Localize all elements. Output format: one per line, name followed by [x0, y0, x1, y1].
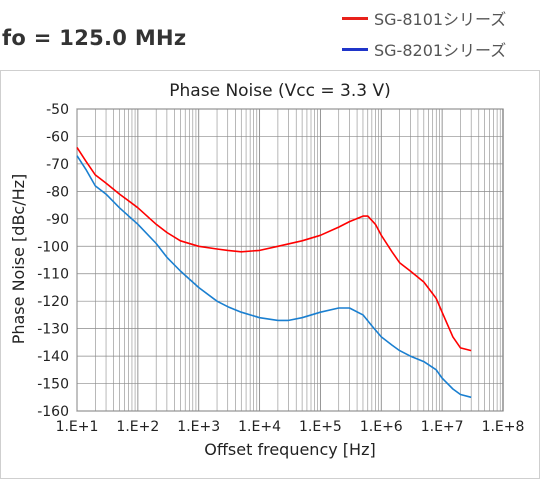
legend-item-sg8101: SG-8101シリーズ	[336, 6, 536, 29]
y-axis-label: Phase Noise [dBc/Hz]	[9, 174, 28, 345]
y-tick-label: -110	[37, 267, 69, 283]
y-tick-label: -130	[37, 322, 69, 338]
y-tick-label: -140	[37, 349, 69, 365]
x-tick-label: 1.E+4	[238, 419, 281, 435]
series-line-1	[76, 146, 472, 352]
y-tick-label: -120	[37, 294, 69, 310]
chart-frame: Phase Noise (Vcc = 3.3 V) Offset frequen…	[0, 70, 540, 479]
x-tick-label: 1.E+6	[360, 419, 403, 435]
legend-swatch-sg8101	[342, 17, 368, 20]
grid	[76, 108, 504, 412]
y-tick-label: -160	[37, 404, 69, 420]
y-tick-label: -60	[46, 129, 69, 145]
y-tick-label: -50	[46, 102, 69, 118]
x-axis-label: Offset frequency [Hz]	[204, 440, 375, 459]
y-tick-label: -100	[37, 239, 69, 255]
frequency-title: fo = 125.0 MHz	[2, 26, 187, 50]
x-tick-label: 1.E+3	[177, 419, 220, 435]
series-layer	[76, 146, 472, 399]
y-tick-label: -80	[46, 184, 69, 200]
legend-label-sg8201: SG-8201シリーズ	[374, 41, 507, 60]
y-tick-label: -90	[46, 212, 69, 228]
x-tick-label: 1.E+8	[482, 419, 525, 435]
x-tick-label: 1.E+2	[116, 419, 159, 435]
series-line-2	[76, 155, 472, 399]
y-tick-label: -70	[46, 157, 69, 173]
phase-noise-chart: Phase Noise (Vcc = 3.3 V) Offset frequen…	[9, 81, 524, 459]
y-tick-label: -150	[37, 377, 69, 393]
legend-label-sg8101: SG-8101シリーズ	[374, 10, 507, 29]
plot-area	[76, 108, 504, 412]
x-tick-label: 1.E+7	[421, 419, 464, 435]
legend-item-sg8201: SG-8201シリーズ	[336, 37, 536, 60]
tick-labels: 1.E+1 1.E+2 1.E+3 1.E+4 1.E+5 1.E+6 1.E+7 1.E+8…	[37, 102, 524, 435]
x-tick-label: 1.E+5	[299, 419, 342, 435]
legend-swatch-sg8201	[342, 48, 368, 51]
x-tick-label: 1.E+1	[56, 419, 99, 435]
chart-title: Phase Noise (Vcc = 3.3 V)	[169, 81, 390, 101]
